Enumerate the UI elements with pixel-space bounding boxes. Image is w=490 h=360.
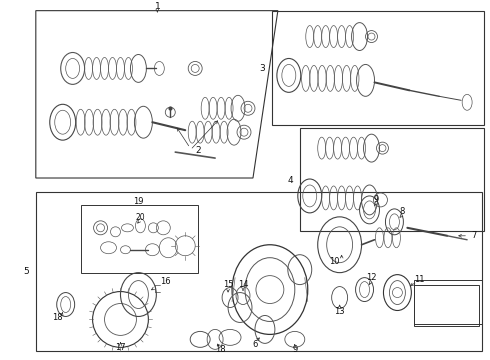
Text: 9: 9	[374, 195, 379, 204]
Text: 20: 20	[136, 213, 145, 222]
Text: 10: 10	[329, 257, 340, 266]
Bar	[36, 192, 482, 351]
Text: 5: 5	[23, 267, 29, 276]
Bar	[81, 205, 198, 273]
Text: 15: 15	[223, 280, 233, 289]
Text: 17: 17	[115, 343, 126, 352]
Text: 13: 13	[334, 307, 345, 316]
Text: 18: 18	[215, 345, 225, 354]
Text: 6: 6	[252, 340, 258, 349]
Text: 9: 9	[292, 345, 297, 354]
Text: 16: 16	[160, 277, 171, 286]
Text: 14: 14	[238, 280, 248, 289]
Text: 18: 18	[52, 313, 63, 322]
Text: 4: 4	[287, 176, 293, 185]
Text: 8: 8	[400, 207, 405, 216]
Text: 1: 1	[154, 2, 160, 11]
Text: 3: 3	[259, 64, 265, 73]
Bar	[300, 128, 484, 231]
Bar	[415, 285, 479, 327]
Text: 12: 12	[366, 273, 377, 282]
Text: 2: 2	[196, 145, 201, 154]
Text: 11: 11	[414, 275, 424, 284]
Text: 19: 19	[133, 197, 144, 206]
Text: 7: 7	[471, 231, 476, 240]
Bar	[272, 11, 484, 125]
Bar	[415, 280, 482, 324]
